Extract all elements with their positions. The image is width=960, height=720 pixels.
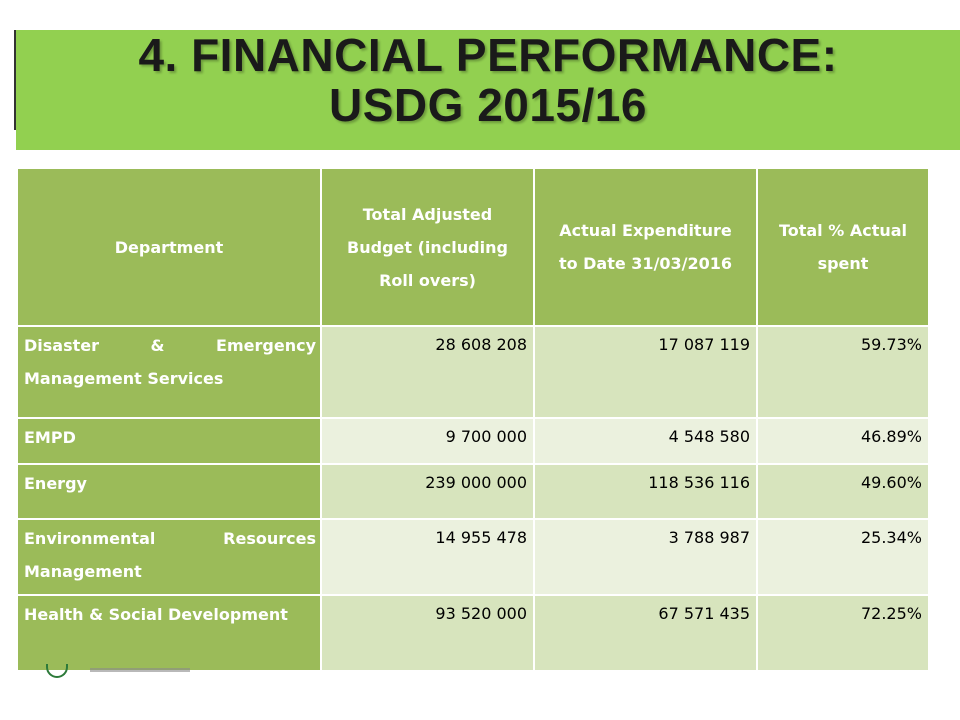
table-row: EMPD 9 700 000 4 548 580 46.89% bbox=[16, 417, 930, 465]
budget-cell: 9 700 000 bbox=[320, 417, 535, 465]
budget-cell: 239 000 000 bbox=[320, 463, 535, 520]
table-row: Health & Social Development 93 520 000 6… bbox=[16, 594, 930, 672]
percent-cell: 59.73% bbox=[756, 325, 930, 419]
department-cell: Health & Social Development bbox=[16, 594, 322, 672]
department-cell: Disaster & Emergency Management Services bbox=[16, 325, 322, 419]
budget-cell: 14 955 478 bbox=[320, 518, 535, 596]
financial-performance-table: Department Total Adjusted Budget (includ… bbox=[16, 167, 930, 672]
budget-cell: 28 608 208 bbox=[320, 325, 535, 419]
percent-cell: 46.89% bbox=[756, 417, 930, 465]
expenditure-cell: 67 571 435 bbox=[533, 594, 758, 672]
slide-title-line-2: USDG 2015/16 bbox=[329, 79, 647, 131]
percent-cell: 25.34% bbox=[756, 518, 930, 596]
header-total-adjusted-budget: Total Adjusted Budget (including Roll ov… bbox=[320, 167, 535, 327]
budget-cell: 93 520 000 bbox=[320, 594, 535, 672]
department-cell: EMPD bbox=[16, 417, 322, 465]
table-header-row: Department Total Adjusted Budget (includ… bbox=[16, 167, 930, 327]
footer-logo-strip bbox=[90, 668, 190, 672]
percent-cell: 49.60% bbox=[756, 463, 930, 520]
table-row: Energy 239 000 000 118 536 116 49.60% bbox=[16, 463, 930, 520]
table-row: Environmental Resources Management 14 95… bbox=[16, 518, 930, 596]
slide-title: 4. FINANCIAL PERFORMANCE: USDG 2015/16 bbox=[16, 30, 960, 158]
title-edge-line bbox=[14, 30, 17, 130]
coat-of-arms-seal-icon bbox=[46, 664, 68, 678]
percent-cell: 72.25% bbox=[756, 594, 930, 672]
expenditure-cell: 3 788 987 bbox=[533, 518, 758, 596]
header-percent-spent: Total % Actual spent bbox=[756, 167, 930, 327]
department-cell: Environmental Resources Management bbox=[16, 518, 322, 596]
header-department: Department bbox=[16, 167, 322, 327]
table-row: Disaster & Emergency Management Services… bbox=[16, 325, 930, 419]
header-actual-expenditure: Actual Expenditure to Date 31/03/2016 bbox=[533, 167, 758, 327]
department-cell: Energy bbox=[16, 463, 322, 520]
expenditure-cell: 17 087 119 bbox=[533, 325, 758, 419]
title-banner bbox=[16, 30, 960, 150]
expenditure-cell: 118 536 116 bbox=[533, 463, 758, 520]
slide-title-line-1: 4. FINANCIAL PERFORMANCE: bbox=[138, 29, 838, 81]
expenditure-cell: 4 548 580 bbox=[533, 417, 758, 465]
